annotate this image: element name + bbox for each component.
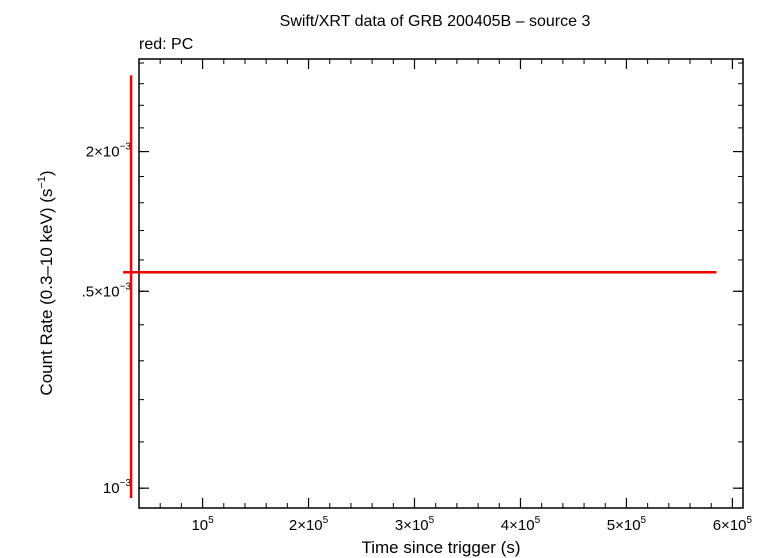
- x-tick-label-exponent: 5: [535, 515, 541, 526]
- y-tick-label-exponent: −3: [120, 142, 132, 153]
- data-series: [123, 75, 717, 498]
- x-axis-label: Time since trigger (s): [361, 538, 520, 557]
- x-tick-label: 2×105: [289, 515, 329, 534]
- x-tick-label-exponent: 5: [208, 515, 214, 526]
- x-tick-label-base: 10: [306, 517, 323, 534]
- x-tick-label-exponent: 5: [641, 515, 647, 526]
- y-axis-label-unit-exp: −1: [36, 176, 48, 189]
- y-tick-label-base: 10: [103, 480, 120, 497]
- x-tick-label-exponent: 5: [323, 515, 329, 526]
- x-tick-label-mantissa: 2×: [289, 517, 306, 534]
- y-tick-label-base: 10: [103, 283, 120, 300]
- y-axis-label-end: ): [37, 170, 56, 176]
- y-axis-ticks: 10−3.5×10−32×10−3: [82, 62, 743, 497]
- plot-frame: [138, 58, 744, 509]
- x-tick-label-base: 10: [730, 517, 747, 534]
- y-tick-label-exponent: −3: [120, 281, 132, 292]
- x-tick-label-mantissa: 3×: [395, 517, 412, 534]
- x-tick-label: 4×105: [501, 515, 541, 534]
- x-tick-label-mantissa: 5×: [607, 517, 624, 534]
- chart-title: Swift/XRT data of GRB 200405B – source 3: [280, 13, 591, 30]
- x-tick-label-exponent: 5: [747, 515, 753, 526]
- x-tick-label-base: 10: [412, 517, 429, 534]
- y-tick-label: .5×10−3: [82, 281, 132, 300]
- y-tick-label-mantissa: 2×: [86, 144, 103, 161]
- y-axis-label: Count Rate (0.3–10 keV) (s−1): [36, 170, 56, 395]
- y-tick-label-base: 10: [103, 144, 120, 161]
- x-tick-label-base: 10: [191, 517, 208, 534]
- x-tick-label: 6×105: [713, 515, 753, 534]
- x-tick-label: 3×105: [395, 515, 435, 534]
- x-tick-label-base: 10: [518, 517, 535, 534]
- x-tick-label: 105: [191, 515, 214, 534]
- y-tick-label-exponent: −3: [120, 478, 132, 489]
- x-tick-label-exponent: 5: [429, 515, 435, 526]
- x-axis-ticks: 105 2×105 3×105 4×105 5×105 6×105: [138, 59, 753, 534]
- x-tick-label-mantissa: 4×: [501, 517, 518, 534]
- y-tick-label: 10−3: [103, 478, 132, 497]
- y-axis-label-main: Count Rate (0.3–10 keV) (s: [37, 189, 56, 396]
- y-tick-label-mantissa: .5×: [82, 283, 103, 300]
- y-tick-label: 2×10−3: [86, 142, 132, 161]
- x-tick-label-base: 10: [624, 517, 641, 534]
- x-tick-label-mantissa: 6×: [713, 517, 730, 534]
- x-tick-label: 5×105: [607, 515, 647, 534]
- chart-subtitle: red: PC: [139, 36, 193, 53]
